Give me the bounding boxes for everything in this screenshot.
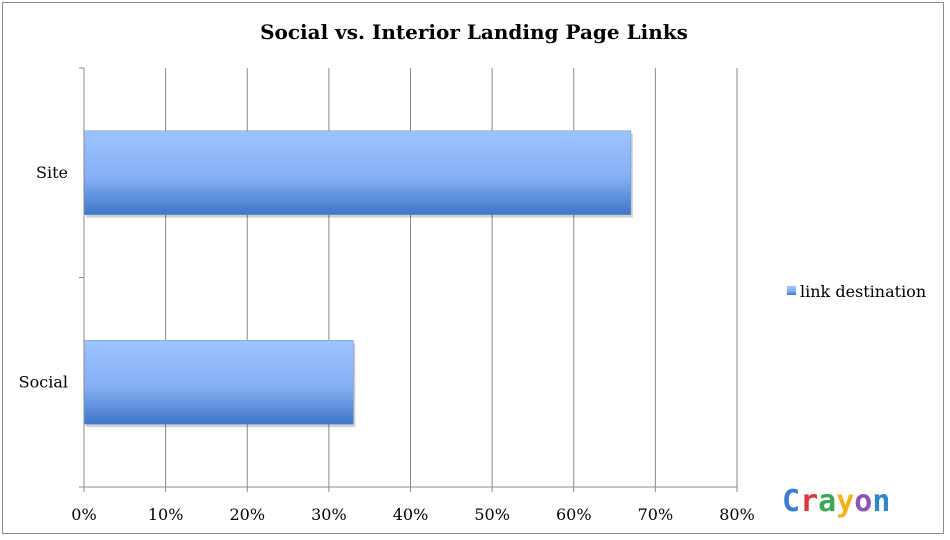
x-tick-labels: 0% 10% 20% 30% 40% 50% 60% 70% 80% <box>71 505 754 524</box>
logo-letter: o <box>854 484 872 519</box>
logo-letter: n <box>872 484 890 519</box>
y-tick-label: Site <box>36 163 68 182</box>
legend-swatch <box>787 286 796 295</box>
crayon-logo: Crayon <box>782 484 890 519</box>
x-tick-label: 60% <box>556 505 592 524</box>
x-tick-label: 10% <box>148 505 184 524</box>
x-tick-label: 0% <box>71 505 96 524</box>
x-tick-label: 80% <box>719 505 755 524</box>
logo-letter: r <box>800 484 818 519</box>
y-tick-labels: Site Social <box>19 163 68 392</box>
x-tick-label: 20% <box>229 505 265 524</box>
chart-frame <box>2 2 944 534</box>
logo-letter: C <box>782 484 800 519</box>
x-tick-label: 30% <box>311 505 347 524</box>
axes <box>79 67 738 492</box>
logo-letter: a <box>818 484 836 519</box>
legend-label: link destination <box>800 282 926 301</box>
bars <box>83 130 633 428</box>
chart-title: Social vs. Interior Landing Page Links <box>260 20 688 44</box>
x-tick-label: 50% <box>474 505 510 524</box>
bar-site <box>83 130 632 215</box>
x-tick-label: 40% <box>393 505 429 524</box>
bar-social <box>83 340 354 425</box>
legend: link destination <box>787 282 926 301</box>
y-tick-label: Social <box>19 372 68 391</box>
logo-letter: y <box>836 484 854 519</box>
x-tick-label: 70% <box>638 505 674 524</box>
